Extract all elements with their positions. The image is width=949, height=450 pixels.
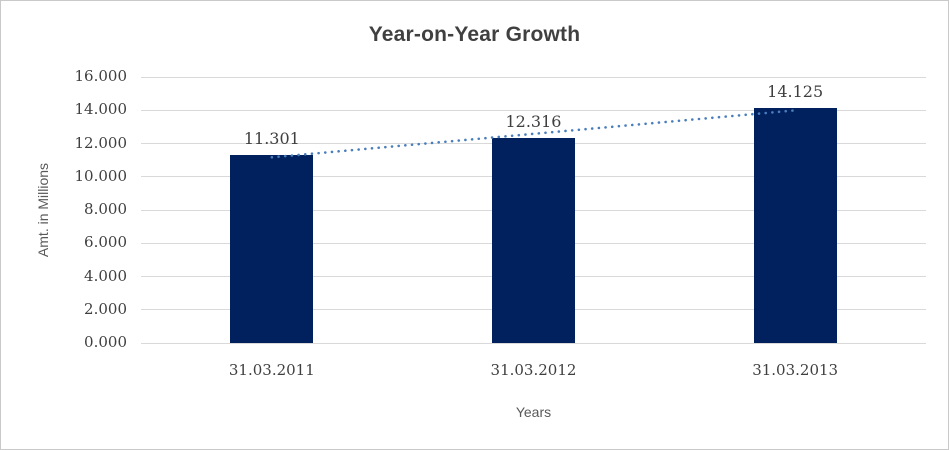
y-tick-label: 12.000 <box>74 133 128 152</box>
x-tick-label: 31.03.2013 <box>752 361 839 379</box>
chart-title: Year-on-Year Growth <box>368 23 581 46</box>
bar <box>753 108 837 343</box>
y-tick-label: 10.000 <box>74 166 128 185</box>
plot-area: 11.301 12.316 14.125 <box>141 76 926 344</box>
y-tick-label: 16.000 <box>74 67 128 85</box>
gridline <box>141 76 926 78</box>
y-tick-label: 8.000 <box>84 200 127 218</box>
y-tick-label: 6.000 <box>84 233 127 252</box>
bar-value-label: 12.316 <box>505 112 562 132</box>
bar-value-label: 11.301 <box>243 129 300 149</box>
x-axis-title: Years <box>515 404 552 420</box>
y-tick-label: 2.000 <box>84 299 127 318</box>
x-tick-label: 31.03.2011 <box>228 361 315 379</box>
y-tick-label: 0.000 <box>84 333 127 351</box>
gridline <box>141 342 926 344</box>
y-tick-label: 4.000 <box>84 266 127 285</box>
x-tick-label: 31.03.2012 <box>490 361 577 379</box>
y-tick-label: 14.000 <box>74 100 128 119</box>
bar <box>230 155 314 343</box>
bar-value-label: 14.125 <box>767 82 824 102</box>
bar <box>492 138 575 343</box>
